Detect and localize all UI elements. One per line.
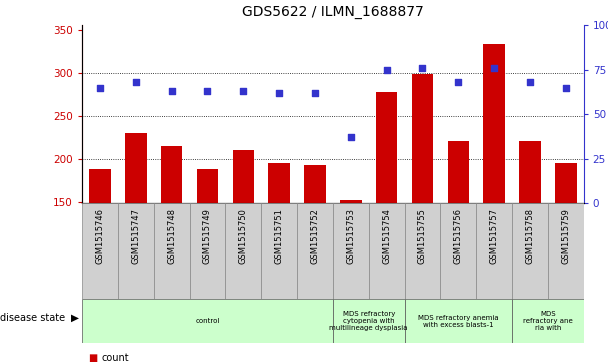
Bar: [197, 169, 218, 203]
Bar: [340, 200, 362, 203]
Point: [382, 67, 392, 73]
Bar: [476, 203, 512, 299]
Text: GSM1515748: GSM1515748: [167, 208, 176, 264]
Point: [489, 65, 499, 71]
Text: GDS5622 / ILMN_1688877: GDS5622 / ILMN_1688877: [242, 5, 424, 20]
Bar: [376, 91, 398, 203]
Bar: [125, 133, 147, 203]
Bar: [333, 203, 368, 299]
Bar: [519, 142, 541, 203]
Text: control: control: [195, 318, 219, 324]
Text: GSM1515758: GSM1515758: [525, 208, 534, 264]
Point: [346, 135, 356, 140]
Bar: [226, 203, 261, 299]
Text: GSM1515751: GSM1515751: [275, 208, 284, 264]
Point: [454, 79, 463, 85]
Text: GSM1515752: GSM1515752: [311, 208, 319, 264]
Bar: [304, 164, 326, 203]
Point: [310, 90, 320, 96]
Text: ■: ■: [88, 352, 97, 363]
Point: [167, 88, 176, 94]
Bar: [447, 142, 469, 203]
Point: [525, 79, 535, 85]
Bar: [161, 146, 182, 203]
Text: MDS refractory anemia
with excess blasts-1: MDS refractory anemia with excess blasts…: [418, 315, 499, 328]
Bar: [412, 74, 433, 203]
Bar: [512, 203, 548, 299]
Point: [95, 85, 105, 90]
Point: [561, 85, 571, 90]
Bar: [483, 44, 505, 203]
Bar: [190, 203, 226, 299]
Bar: [297, 203, 333, 299]
Point: [202, 88, 212, 94]
Text: GSM1515747: GSM1515747: [131, 208, 140, 264]
Text: GSM1515756: GSM1515756: [454, 208, 463, 264]
Point: [418, 65, 427, 71]
Point: [131, 79, 140, 85]
Text: MDS refractory
cytopenia with
multilineage dysplasia: MDS refractory cytopenia with multilinea…: [330, 311, 408, 331]
Bar: [261, 203, 297, 299]
Text: GSM1515757: GSM1515757: [489, 208, 499, 264]
Bar: [404, 203, 440, 299]
Bar: [440, 203, 476, 299]
Text: disease state: disease state: [0, 313, 65, 323]
Text: MDS
refractory ane
ria with: MDS refractory ane ria with: [523, 311, 573, 331]
Bar: [89, 169, 111, 203]
Text: GSM1515750: GSM1515750: [239, 208, 248, 264]
Point: [274, 90, 284, 96]
Bar: [82, 203, 118, 299]
Bar: [268, 163, 290, 203]
Text: ▶: ▶: [71, 313, 79, 323]
Text: GSM1515749: GSM1515749: [203, 208, 212, 264]
Bar: [118, 203, 154, 299]
Text: GSM1515754: GSM1515754: [382, 208, 391, 264]
Bar: [154, 203, 190, 299]
Bar: [232, 150, 254, 203]
Point: [238, 88, 248, 94]
Text: GSM1515753: GSM1515753: [347, 208, 355, 264]
Bar: [555, 163, 576, 203]
Text: GSM1515755: GSM1515755: [418, 208, 427, 264]
Text: GSM1515759: GSM1515759: [561, 208, 570, 264]
Text: count: count: [102, 352, 129, 363]
Bar: [512, 299, 584, 343]
Text: GSM1515746: GSM1515746: [95, 208, 105, 264]
Bar: [404, 299, 512, 343]
Bar: [548, 203, 584, 299]
Bar: [368, 203, 404, 299]
Bar: [333, 299, 404, 343]
Bar: [82, 299, 333, 343]
